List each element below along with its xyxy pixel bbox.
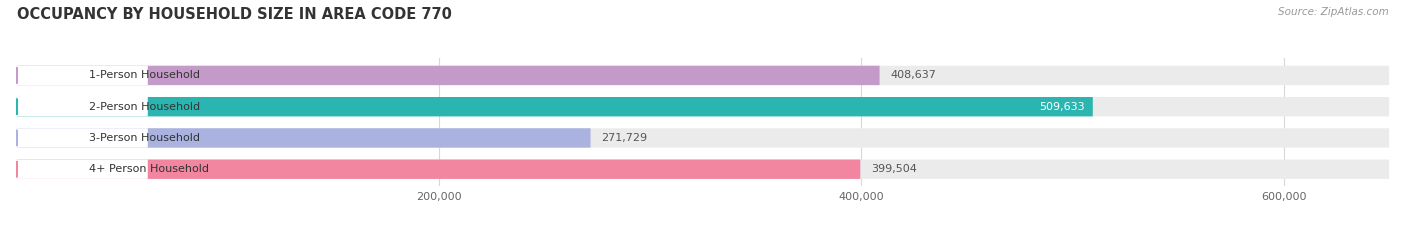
Text: 271,729: 271,729 xyxy=(602,133,647,143)
FancyBboxPatch shape xyxy=(17,97,148,116)
Text: 1-Person Household: 1-Person Household xyxy=(89,70,200,80)
FancyBboxPatch shape xyxy=(17,97,1389,116)
FancyBboxPatch shape xyxy=(17,160,1389,179)
FancyBboxPatch shape xyxy=(17,160,148,179)
FancyBboxPatch shape xyxy=(17,160,860,179)
FancyBboxPatch shape xyxy=(17,66,880,85)
Text: 399,504: 399,504 xyxy=(870,164,917,174)
FancyBboxPatch shape xyxy=(17,128,1389,148)
FancyBboxPatch shape xyxy=(17,66,148,85)
FancyBboxPatch shape xyxy=(17,66,1389,85)
Text: 408,637: 408,637 xyxy=(890,70,936,80)
Text: 509,633: 509,633 xyxy=(1039,102,1084,112)
Text: 2-Person Household: 2-Person Household xyxy=(89,102,200,112)
FancyBboxPatch shape xyxy=(17,97,1092,116)
Text: OCCUPANCY BY HOUSEHOLD SIZE IN AREA CODE 770: OCCUPANCY BY HOUSEHOLD SIZE IN AREA CODE… xyxy=(17,7,451,22)
FancyBboxPatch shape xyxy=(17,128,148,148)
FancyBboxPatch shape xyxy=(17,128,591,148)
Text: 3-Person Household: 3-Person Household xyxy=(89,133,200,143)
Text: Source: ZipAtlas.com: Source: ZipAtlas.com xyxy=(1278,7,1389,17)
Text: 4+ Person Household: 4+ Person Household xyxy=(89,164,209,174)
